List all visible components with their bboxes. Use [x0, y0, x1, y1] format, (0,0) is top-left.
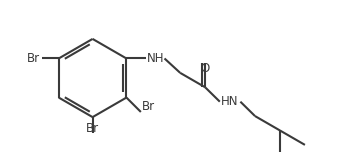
Text: NH: NH: [146, 52, 164, 65]
Text: Br: Br: [27, 52, 40, 65]
Text: Br: Br: [142, 100, 155, 113]
Text: Br: Br: [86, 122, 99, 135]
Text: HN: HN: [221, 95, 239, 108]
Text: O: O: [200, 62, 210, 75]
